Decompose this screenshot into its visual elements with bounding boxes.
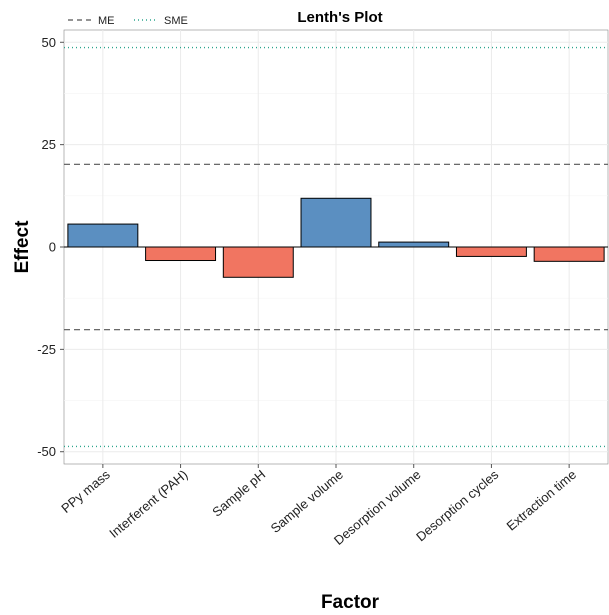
reference-lines <box>64 46 608 448</box>
y-tick-label: 50 <box>42 35 56 50</box>
x-axis-title: Factor <box>321 592 380 613</box>
bar-6 <box>533 246 605 262</box>
chart-title: Lenth's Plot <box>297 9 382 26</box>
x-tick-label: Desorption cycles <box>413 466 502 544</box>
x-tick-label: Sample pH <box>209 467 268 520</box>
bar-1 <box>145 246 217 262</box>
y-axis-title: Effect <box>12 220 33 273</box>
x-tick-label: Extraction time <box>504 467 580 534</box>
bar-4 <box>378 241 450 248</box>
x-tick-label: Interferent (PAH) <box>106 467 190 541</box>
y-tick-label: 0 <box>49 240 56 255</box>
y-tick-label: -25 <box>37 342 56 357</box>
legend-sme-label: SME <box>164 15 188 27</box>
x-tick-label: PPy mass <box>58 466 113 515</box>
bar-2 <box>222 246 294 278</box>
y-tick-label: 25 <box>42 137 56 152</box>
bars <box>67 197 605 278</box>
legend: ME SME <box>68 15 188 27</box>
y-tick-label: -50 <box>37 444 56 459</box>
x-tick-label: Sample volume <box>268 467 346 536</box>
bar-0 <box>67 223 139 248</box>
legend-me-label: ME <box>98 15 115 27</box>
bar-5 <box>455 246 527 257</box>
bar-3 <box>300 197 372 248</box>
y-tick-labels: 50 25 0 -25 -50 <box>37 35 64 459</box>
